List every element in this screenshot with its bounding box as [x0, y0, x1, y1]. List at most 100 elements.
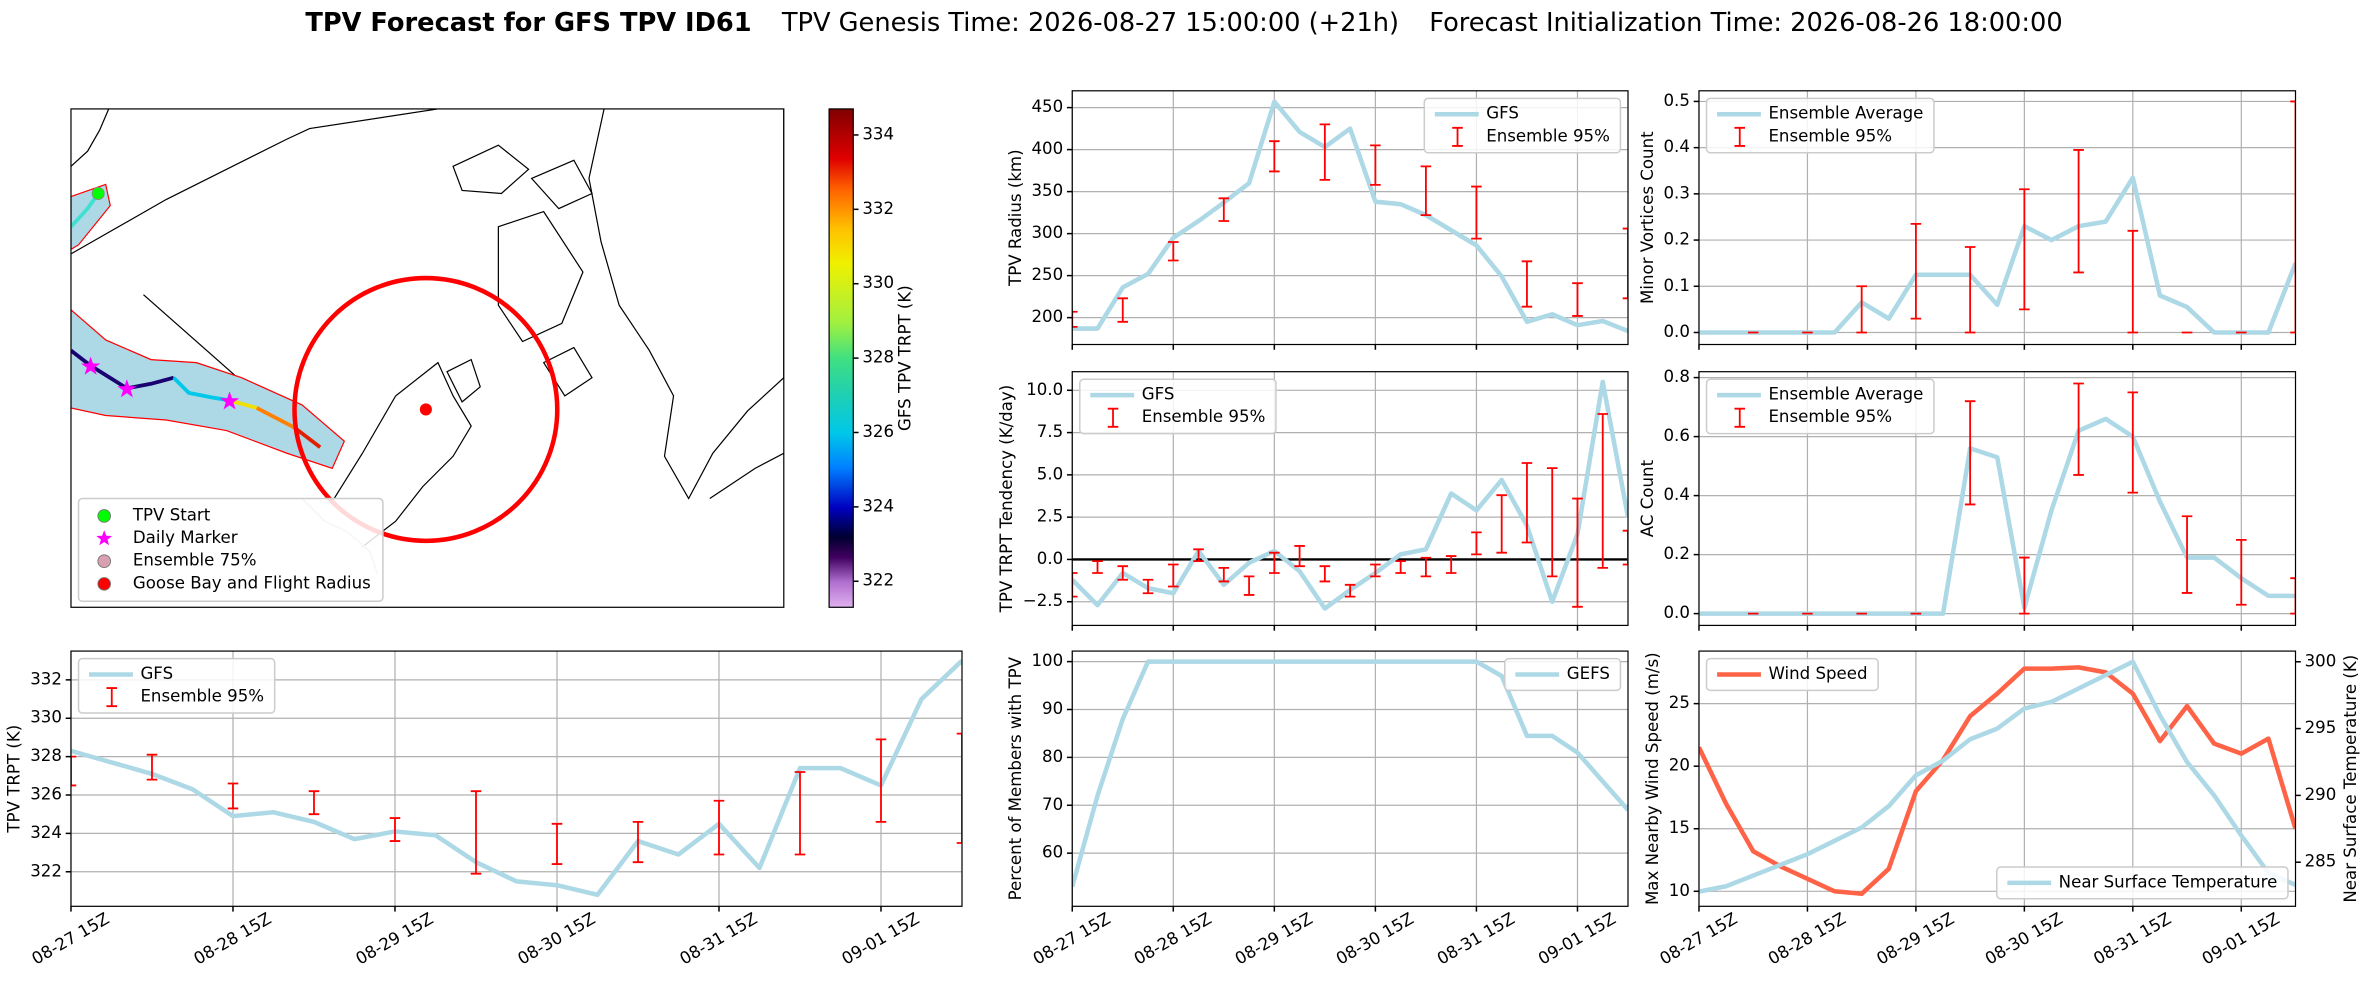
y-tick-label: 328 [30, 746, 62, 765]
series-line [1072, 659, 1628, 888]
x-tick-label: 09-01 15Z [1535, 909, 1619, 968]
subtitle: Forecast Initialization Time: 2026-08-26… [1429, 7, 2062, 37]
error-bar [1243, 575, 1255, 596]
x-tick-label: 08-30 15Z [514, 909, 598, 968]
error-bar [1117, 297, 1129, 323]
coast [542, 346, 593, 397]
legend-label: GFS [140, 664, 173, 683]
error-bar [1521, 462, 1533, 544]
coast [331, 361, 472, 548]
goose-bay [419, 403, 432, 416]
y-axis-label: AC Count [1638, 459, 1657, 537]
error-bar [1395, 560, 1406, 574]
x-tick-label: 08-29 15Z [1873, 909, 1957, 968]
colorbar-tick-label: 324 [862, 496, 894, 515]
error-bar [2019, 188, 2030, 311]
daily-markers [80, 356, 240, 410]
error-bar [1294, 545, 1305, 568]
colorbar-tick-label: 328 [862, 348, 894, 367]
legend-label: Ensemble 95% [1142, 407, 1266, 426]
y-tick-label: 0.8 [1663, 367, 1689, 386]
colorbar [828, 108, 854, 608]
border [70, 108, 439, 255]
series-line [1698, 659, 2296, 894]
x-tick-label: 08-29 15Z [352, 909, 436, 968]
y-tick-label: 322 [30, 861, 62, 880]
y-tick-label: 250 [1031, 265, 1063, 284]
y-tick-label: 330 [30, 708, 62, 727]
plot-frame [1698, 90, 2297, 346]
y-axis-label: TPV Radius (km) [1006, 149, 1025, 287]
colorbar-tick-label: 332 [862, 199, 894, 218]
error-bar [632, 820, 644, 864]
panel: −2.5 0.0 2.5 5.0 7.5 10.0 TPV TRPT Tendency (K… [997, 371, 1629, 631]
y-tick-label: 200 [1031, 307, 1063, 326]
error-bar [1420, 556, 1432, 578]
colorbar-tick-label: 330 [862, 273, 894, 292]
colorbar-tick-label: 322 [862, 571, 894, 590]
error-bar [551, 822, 563, 865]
error-bar [1445, 555, 1457, 574]
y2-tick-label: 285 [2305, 852, 2337, 871]
legend-label: Ensemble 95% [1768, 407, 1892, 426]
y-tick-label: 2.5 [1037, 507, 1063, 526]
x-tick-label: 08-28 15Z [1131, 909, 1215, 968]
colorbar-label: GFS TPV TRPT (K) [896, 285, 915, 431]
y-tick-label: 0.0 [1663, 603, 1689, 622]
error-bar [2073, 149, 2084, 274]
error-bar [227, 782, 239, 810]
daily-marker [80, 356, 101, 375]
x-tick-label: 08-29 15Z [1232, 909, 1316, 968]
error-bar [470, 790, 482, 875]
legend-box [77, 497, 384, 602]
plot-frame [1071, 371, 1629, 627]
y-tick-label: 20 [1669, 756, 1690, 775]
error-bar [2290, 100, 2296, 334]
coast [70, 108, 110, 167]
legend-label: Near Surface Temperature [2059, 872, 2278, 891]
y-axis-label: Minor Vortices Count [1638, 131, 1657, 304]
error-bar [1269, 551, 1280, 574]
legend-label: Goose Bay and Flight Radius [133, 573, 371, 592]
plot-frame [1071, 650, 1629, 907]
y-tick-label: 0.2 [1663, 544, 1689, 563]
error-bar [713, 799, 725, 856]
error-bar [2290, 577, 2296, 615]
y-tick-label: 5.0 [1037, 464, 1063, 483]
plot-frame [1698, 371, 2297, 627]
panel: 08-27 15Z 08-28 15Z 08-29 15Z 08-30 15Z 08-3… [1643, 650, 2360, 968]
legend-box [1705, 97, 1935, 154]
legend-box [1705, 657, 1879, 692]
error-bar [1142, 578, 1154, 595]
legend-label: GFS [1486, 104, 1519, 123]
tpv-start [91, 186, 105, 200]
y-tick-label: 10.0 [1026, 380, 1063, 399]
map-frame [70, 108, 785, 608]
x-tick-label: 08-31 15Z [676, 909, 760, 968]
legend-box [1504, 657, 1622, 692]
series-line [70, 659, 962, 898]
legend-swatch [1107, 407, 1119, 428]
coast [530, 159, 593, 210]
x-tick-label: 08-30 15Z [1333, 909, 1417, 968]
y-tick-label: 0.3 [1663, 183, 1689, 202]
error-bar [2127, 391, 2139, 494]
error-bar [794, 771, 806, 856]
error-bar [875, 738, 887, 823]
title: TPV Forecast for GFS TPV ID61 [305, 7, 751, 37]
y-tick-label: −2.5 [1023, 591, 1063, 610]
legend-swatch [1734, 407, 1746, 428]
x-tick-label: 08-30 15Z [1982, 909, 2066, 968]
legend-box [1996, 866, 2289, 900]
legend-marker [97, 509, 112, 523]
error-bar [1910, 222, 1922, 320]
flight-radius [292, 275, 560, 544]
error-bar [1319, 123, 1331, 181]
subtitle: TPV Genesis Time: 2026-08-27 15:00:00 (+… [781, 7, 1399, 37]
series-line [1698, 416, 2296, 616]
panel: 0.0 0.2 0.4 0.6 0.8 AC Count Ensemble Average E… [1638, 367, 2297, 631]
y-tick-label: 60 [1042, 843, 1063, 862]
x-tick-label: 08-31 15Z [1434, 909, 1518, 968]
y-axis-label: Max Nearby Wind Speed (m/s) [1643, 652, 1662, 905]
